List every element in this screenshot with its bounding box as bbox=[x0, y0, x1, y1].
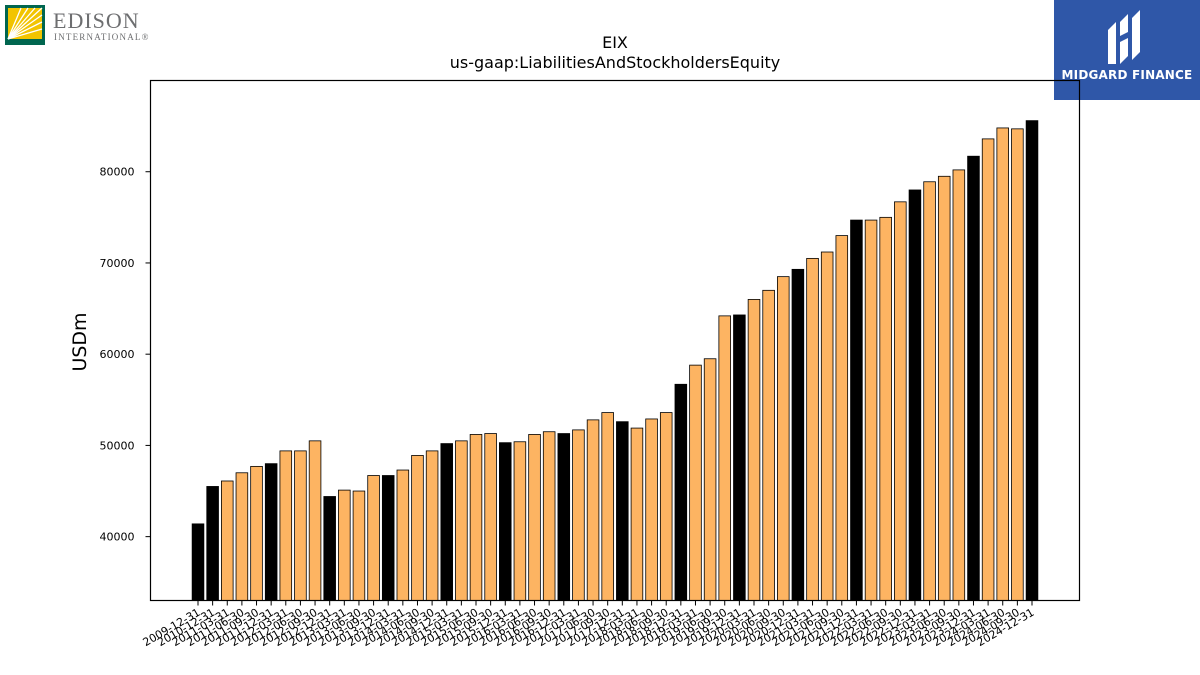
bar-2018-03-31 bbox=[630, 427, 644, 601]
bar-2021-03-31 bbox=[806, 257, 819, 601]
bar-2017-06-30 bbox=[586, 419, 600, 601]
bar-2017-09-30 bbox=[601, 412, 614, 601]
bar-2011-09-30 bbox=[250, 465, 263, 601]
edison-sun-icon: EDISON INTERNATIONAL® bbox=[5, 5, 150, 45]
bar-2020-12-31 bbox=[791, 268, 805, 601]
bar-2019-03-31 bbox=[689, 364, 702, 601]
bar-2016-03-31 bbox=[513, 441, 527, 601]
bar-2022-06-30 bbox=[879, 216, 892, 601]
plot-frame bbox=[149, 79, 1081, 602]
bar-2022-03-31 bbox=[864, 219, 878, 601]
bar-2012-06-30 bbox=[294, 450, 307, 601]
y-tick-label: 40000 bbox=[100, 531, 135, 544]
bar-2014-06-30 bbox=[411, 455, 424, 601]
bar-2013-06-30 bbox=[352, 490, 366, 601]
bar-2016-12-31 bbox=[557, 433, 571, 601]
chart-title: EIX bbox=[602, 33, 628, 52]
bar-2012-09-30 bbox=[308, 440, 322, 601]
midgard-mark-icon bbox=[1108, 10, 1140, 64]
bar-2018-12-31 bbox=[674, 383, 688, 601]
y-tick-label: 50000 bbox=[100, 439, 135, 452]
bar-2023-03-31 bbox=[923, 181, 936, 601]
bar-2015-09-30 bbox=[484, 433, 497, 601]
bar-2024-03-31 bbox=[981, 138, 995, 601]
bar-2024-12-31 bbox=[1025, 120, 1039, 601]
y-tick-label: 60000 bbox=[100, 348, 135, 361]
bar-2016-09-30 bbox=[542, 431, 556, 601]
bar-2024-09-30 bbox=[1011, 128, 1024, 601]
bar-2021-06-30 bbox=[820, 251, 834, 601]
y-tick-label: 70000 bbox=[100, 257, 135, 270]
bar-2020-06-30 bbox=[762, 289, 775, 601]
bar-2016-06-30 bbox=[528, 434, 541, 601]
bar-2011-12-31 bbox=[264, 463, 278, 601]
y-tick-label: 80000 bbox=[100, 166, 135, 179]
bar-2022-12-31 bbox=[908, 189, 922, 601]
edison-sub-text: INTERNATIONAL® bbox=[54, 32, 150, 42]
x-axis-ticks: 2009-12-312010-12-312011-03-312011-06-30… bbox=[141, 600, 1037, 649]
bar-2017-03-31 bbox=[572, 429, 585, 601]
bar-2019-12-31 bbox=[733, 314, 746, 601]
bar-2014-03-31 bbox=[396, 469, 410, 601]
bar-2017-12-31 bbox=[616, 421, 629, 601]
midgard-brand-text: MIDGARD FINANCE bbox=[1061, 68, 1193, 82]
chart-subtitle: us-gaap:LiabilitiesAndStockholdersEquity bbox=[450, 53, 781, 72]
bar-2018-09-30 bbox=[659, 412, 673, 601]
bar-2012-12-31 bbox=[323, 496, 336, 601]
y-axis-ticks: 40000 50000 60000 70000 80000 bbox=[100, 166, 151, 544]
bar-2013-09-30 bbox=[367, 475, 380, 601]
bar-2015-06-30 bbox=[469, 434, 483, 601]
bar-2019-06-30 bbox=[703, 358, 717, 601]
bar-2012-03-31 bbox=[279, 450, 293, 601]
bar-2014-09-30 bbox=[425, 450, 439, 601]
bar-2013-03-31 bbox=[338, 489, 351, 601]
bar-2009-12-31 bbox=[191, 523, 205, 601]
bar-2022-09-30 bbox=[894, 201, 907, 601]
bar-2023-09-30 bbox=[952, 169, 966, 601]
bar-group bbox=[191, 120, 1039, 601]
bar-2021-12-31 bbox=[850, 219, 863, 601]
edison-brand-text: EDISON bbox=[53, 8, 140, 33]
bar-2015-03-31 bbox=[455, 440, 468, 601]
bar-2011-06-30 bbox=[235, 472, 249, 601]
bar-2021-09-30 bbox=[835, 235, 849, 601]
bar-2024-06-30 bbox=[996, 127, 1009, 601]
bar-2010-12-31 bbox=[206, 486, 219, 601]
bar-2015-12-31 bbox=[499, 442, 512, 601]
bar-2018-06-30 bbox=[645, 418, 658, 601]
bar-2011-03-31 bbox=[221, 480, 234, 601]
bar-2020-03-31 bbox=[747, 299, 761, 601]
bar-2014-12-31 bbox=[440, 443, 453, 601]
bar-2019-09-30 bbox=[718, 315, 731, 601]
bar-2013-12-31 bbox=[381, 475, 395, 601]
midgard-logo: MIDGARD FINANCE bbox=[1054, 0, 1200, 100]
edison-logo: EDISON INTERNATIONAL® bbox=[5, 5, 165, 47]
bar-2023-12-31 bbox=[967, 155, 980, 601]
bar-2020-09-30 bbox=[777, 276, 790, 601]
y-axis-label: USDm bbox=[69, 312, 91, 371]
bar-2023-06-30 bbox=[937, 175, 951, 601]
